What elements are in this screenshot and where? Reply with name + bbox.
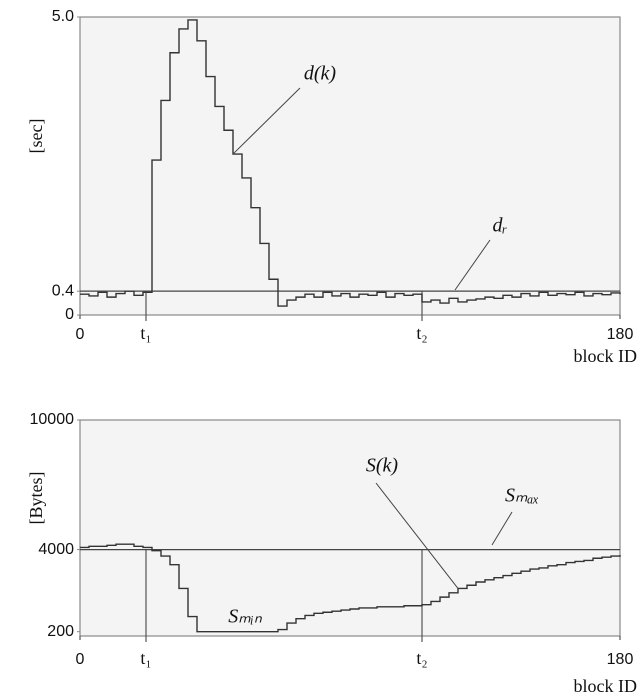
x-axis-label: block ID	[574, 346, 637, 366]
x-tick-label: t₁	[140, 648, 151, 668]
series-label: S(k)	[366, 455, 399, 477]
plot-area	[79, 16, 621, 316]
reference-label: Sₘₐₓ	[505, 485, 539, 507]
x-tick-label: t₁	[140, 323, 151, 343]
data-line	[80, 19, 621, 307]
x-tick-label: t₂	[416, 648, 427, 668]
leader-line	[375, 482, 459, 589]
y-tick-label: 5.0	[52, 8, 74, 25]
y-tick-label: 4000	[38, 541, 74, 558]
y-axis-label: [sec]	[26, 119, 46, 154]
x-tick-label: 180	[607, 651, 634, 668]
reference-label: dᵣ	[493, 215, 508, 237]
x-tick-label: 0	[76, 326, 85, 343]
y-tick-label: 0	[65, 306, 74, 323]
x-tick-label: 180	[607, 326, 634, 343]
plot-area	[79, 419, 621, 637]
leader-line	[454, 239, 491, 291]
data-line	[80, 543, 621, 633]
x-tick-label: 0	[76, 651, 85, 668]
y-axis-label: [Bytes]	[26, 472, 46, 525]
leader-line	[232, 87, 301, 155]
y-tick-label: 10000	[30, 411, 75, 428]
leader-line	[491, 511, 513, 546]
x-tick-label: t₂	[416, 323, 427, 343]
annotation: Sₘᵢₙ	[228, 606, 263, 628]
y-tick-label: 200	[47, 623, 74, 640]
series-label: d(k)	[304, 63, 337, 85]
x-axis-label: block ID	[574, 676, 637, 696]
y-tick-label: 0.4	[52, 282, 74, 299]
